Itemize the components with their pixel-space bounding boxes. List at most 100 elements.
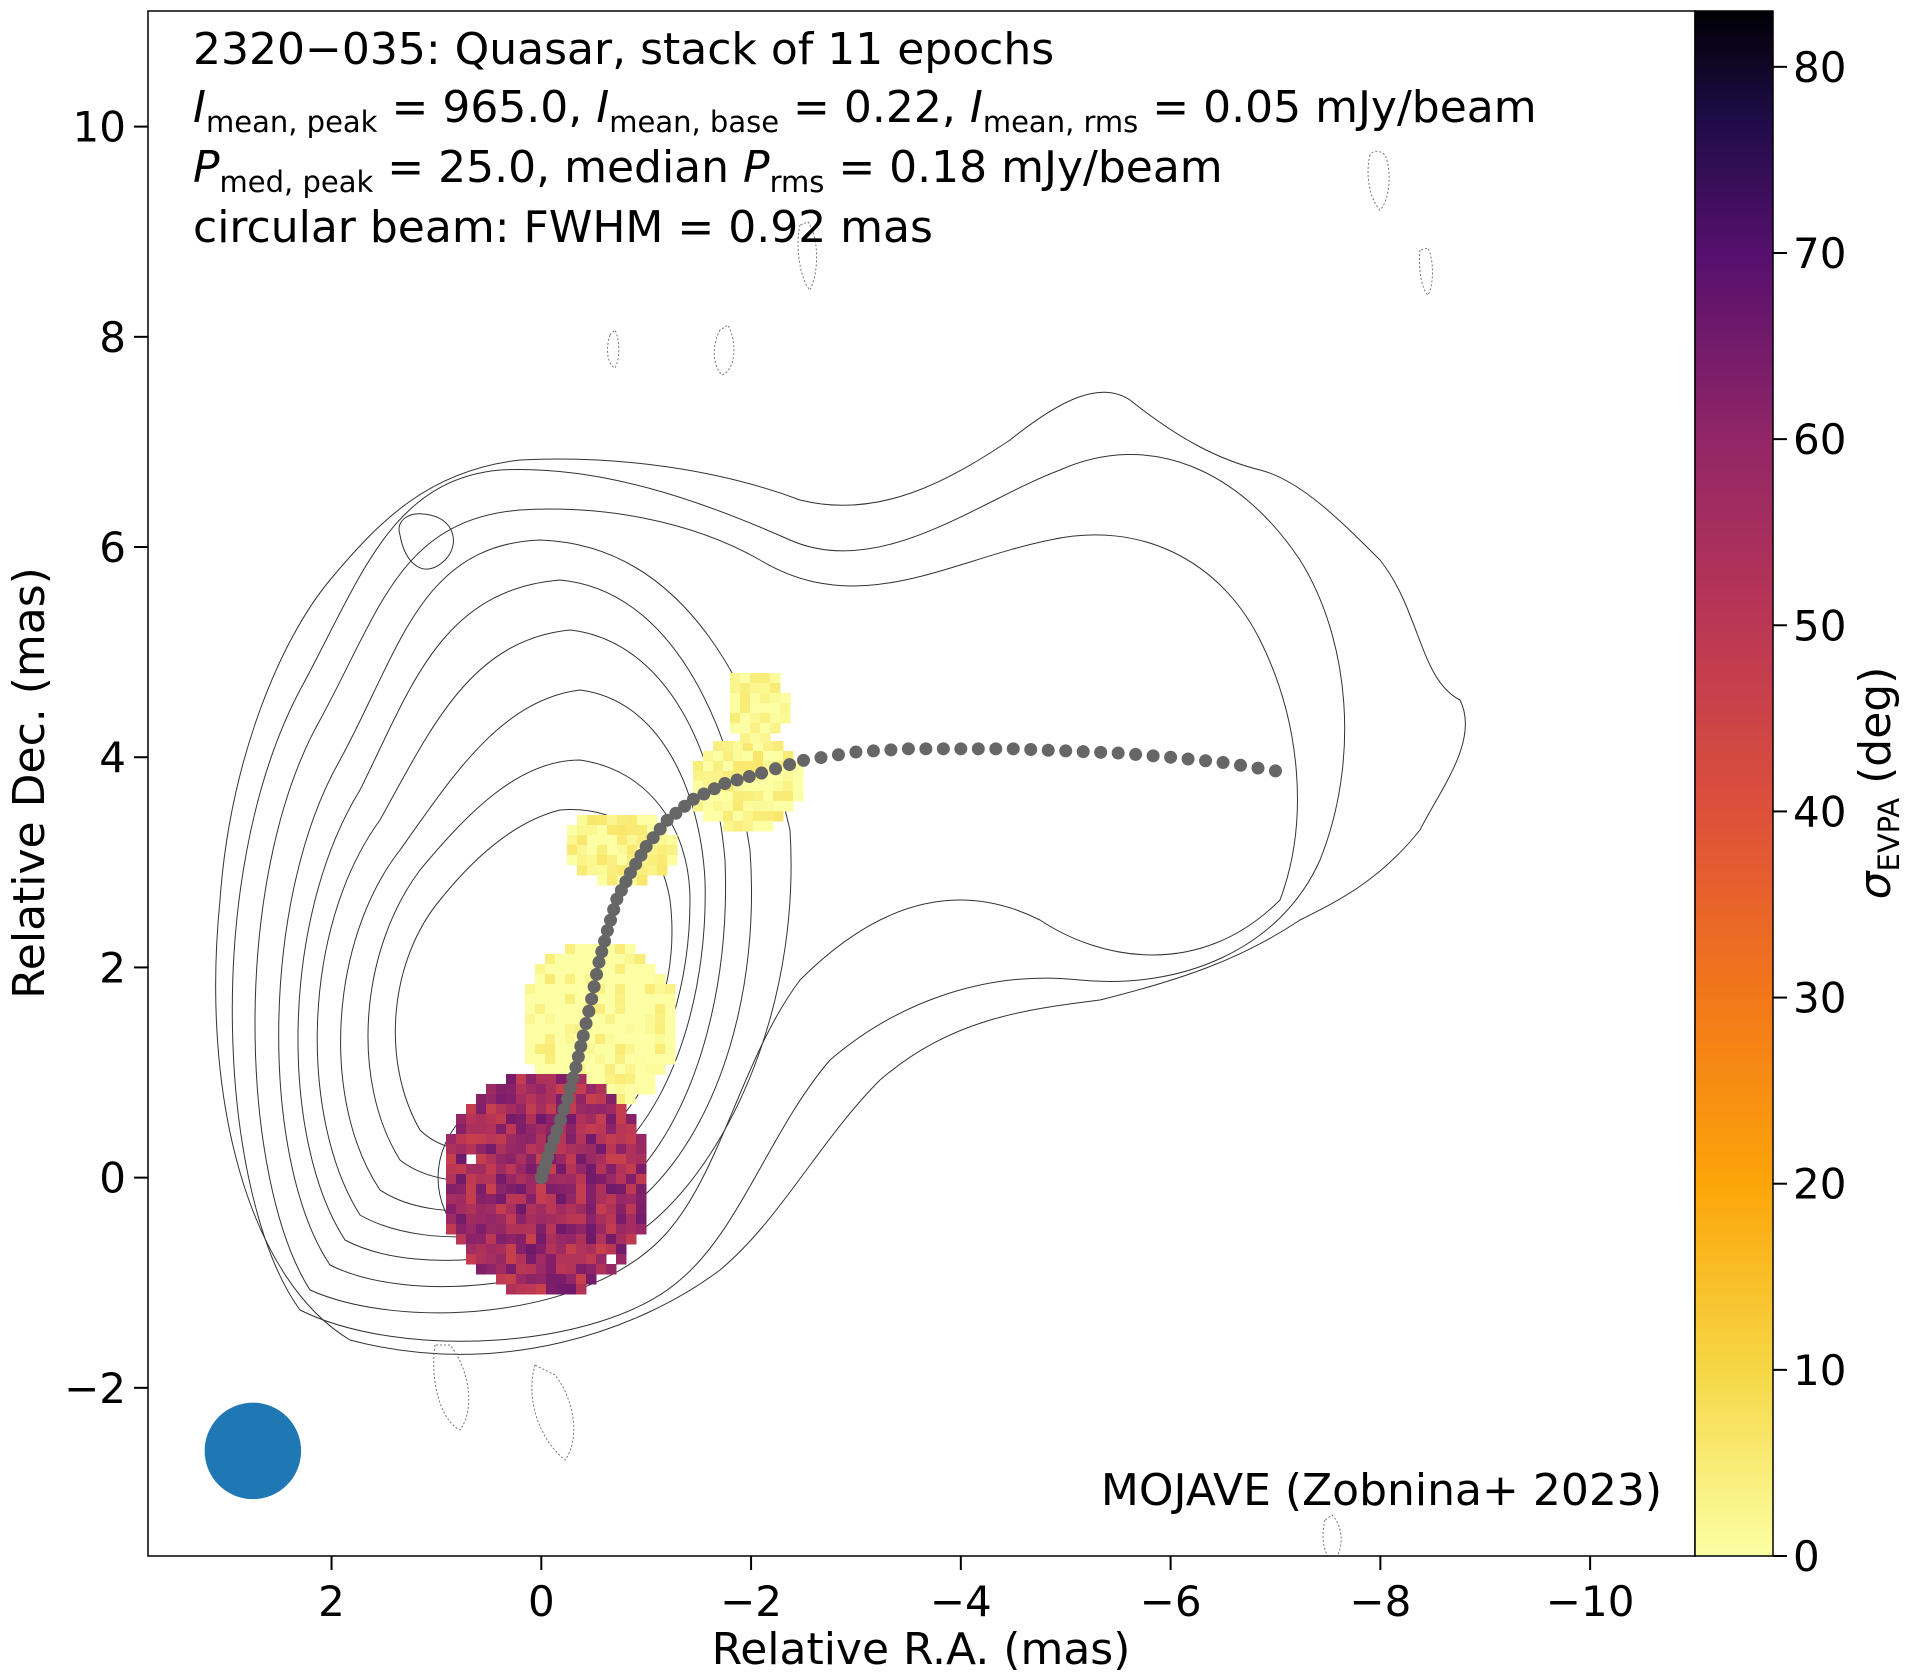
pol-pixel [606, 1234, 617, 1245]
pol-pixel [506, 1094, 517, 1105]
pol-pixel [476, 1264, 487, 1275]
pol-pixel [456, 1134, 467, 1145]
pol-pixel [546, 1184, 557, 1195]
pol-pixel [567, 845, 578, 856]
pol-pixel [595, 994, 606, 1005]
ridge-point [755, 766, 769, 780]
pol-pixel [446, 1194, 457, 1205]
ridge-point [557, 1102, 571, 1116]
pol-pixel [536, 1104, 547, 1115]
pol-pixel [545, 954, 556, 965]
pol-pixel [506, 1254, 517, 1265]
pol-pixel [566, 1284, 577, 1295]
pol-pixel [740, 713, 751, 724]
ridge-point [971, 742, 985, 756]
pol-pixel [535, 964, 546, 975]
y-tick-label: 0 [99, 1154, 126, 1203]
pol-pixel [546, 1114, 557, 1125]
pol-pixel [545, 1054, 556, 1065]
pol-pixel [516, 1144, 527, 1155]
pol-pixel [615, 1094, 626, 1105]
pol-pixel [526, 1154, 537, 1165]
pol-pixel [476, 1244, 487, 1255]
pol-pixel [526, 1274, 537, 1285]
pol-pixel [496, 1244, 507, 1255]
pol-pixel [606, 1194, 617, 1205]
pol-pixel [625, 1054, 636, 1065]
pol-pixel [466, 1134, 477, 1145]
pol-pixel [723, 761, 734, 772]
pol-pixel [625, 1044, 636, 1055]
pol-pixel [655, 1054, 666, 1065]
ridge-point [884, 743, 898, 757]
pol-pixel [466, 1244, 477, 1255]
pol-pixel [546, 1204, 557, 1215]
pol-pixel [506, 1124, 517, 1135]
pol-pixel [606, 1204, 617, 1215]
ridge-point [742, 769, 756, 783]
pol-pixel [783, 771, 794, 782]
ridge-point [901, 742, 915, 756]
pol-pixel [486, 1194, 497, 1205]
pol-pixel [556, 1174, 567, 1185]
pol-pixel [636, 1214, 647, 1225]
pol-pixel [556, 1074, 567, 1085]
pol-pixel [576, 1094, 587, 1105]
pol-pixel [525, 1024, 536, 1035]
pol-pixel [586, 1204, 597, 1215]
pol-pixel [545, 974, 556, 985]
pol-pixel [597, 845, 608, 856]
pol-pixel [763, 801, 774, 812]
pol-pixel [773, 741, 784, 752]
pol-pixel [496, 1264, 507, 1275]
pol-pixel [773, 811, 784, 822]
pol-pixel [637, 865, 648, 876]
pol-pixel [625, 1094, 636, 1105]
pol-pixel [456, 1224, 467, 1235]
pol-pixel [625, 964, 636, 975]
pol-pixel [546, 1094, 557, 1105]
pol-pixel [596, 1264, 607, 1275]
pol-pixel [456, 1124, 467, 1135]
pol-pixel [743, 761, 754, 772]
y-tick-label: 6 [99, 523, 126, 572]
pol-pixel [760, 713, 771, 724]
ridge-point [587, 980, 601, 994]
pol-pixel [576, 1174, 587, 1185]
pol-pixel [626, 1124, 637, 1135]
pol-pixel [635, 1024, 646, 1035]
pol-pixel [516, 1094, 527, 1105]
pol-pixel [506, 1204, 517, 1215]
colorbar-label-sub: EVPA [1872, 798, 1905, 872]
pol-pixel [647, 815, 658, 826]
pol-pixel [625, 1014, 636, 1025]
pol-pixel [596, 1254, 607, 1265]
pol-pixel [605, 944, 616, 955]
pol-pixel [780, 703, 791, 714]
pol-pixel [626, 1174, 637, 1185]
pol-pixel [665, 1024, 676, 1035]
pol-pixel [606, 1264, 617, 1275]
pol-region-bend [693, 741, 804, 832]
pol-pixel [763, 811, 774, 822]
pol-pixel [516, 1284, 527, 1295]
pol-pixel [605, 1014, 616, 1025]
pol-pixel [456, 1164, 467, 1175]
x-tick-label: −8 [1349, 1577, 1411, 1626]
pol-pixel [636, 1204, 647, 1215]
pol-pixel [575, 944, 586, 955]
info-subscript: mean, base [609, 105, 779, 139]
pol-pixel [596, 1094, 607, 1105]
pol-pixel [616, 1124, 627, 1135]
pol-pixel [576, 1144, 587, 1155]
info-subscript: med, peak [220, 165, 374, 199]
pol-pixel [546, 1104, 557, 1115]
colorbar-ticks: 0 10 20 30 40 50 60 70 80 [1773, 43, 1846, 1581]
pol-pixel [556, 1194, 567, 1205]
pol-pixel [526, 1084, 537, 1095]
pol-pixel [576, 1184, 587, 1195]
pol-pixel [555, 984, 566, 995]
ridge-point [607, 903, 621, 917]
pol-pixel [575, 994, 586, 1005]
pol-pixel [617, 815, 628, 826]
